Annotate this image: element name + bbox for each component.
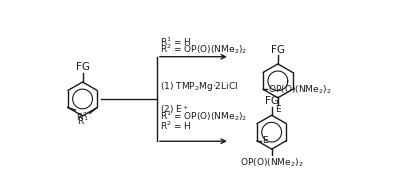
Text: R$^2$: R$^2$: [76, 111, 88, 123]
Text: OP(O)(NMe$_2$)$_2$: OP(O)(NMe$_2$)$_2$: [268, 83, 332, 96]
Text: FG: FG: [271, 45, 285, 55]
Text: FG: FG: [76, 62, 90, 72]
Text: OP(O)(NMe$_2$)$_2$: OP(O)(NMe$_2$)$_2$: [240, 156, 304, 169]
Text: (1) TMP$_2$Mg⋅2LiCl: (1) TMP$_2$Mg⋅2LiCl: [160, 80, 238, 93]
Text: R$^2$ = H: R$^2$ = H: [160, 120, 192, 132]
Text: (2) E$^+$: (2) E$^+$: [160, 103, 189, 116]
Text: FG: FG: [265, 96, 279, 106]
Text: R$^2$ = OP(O)(NMe$_2$)$_2$: R$^2$ = OP(O)(NMe$_2$)$_2$: [160, 42, 248, 56]
Text: E: E: [262, 136, 268, 145]
Text: E: E: [275, 105, 281, 114]
Text: R$^1$: R$^1$: [77, 114, 89, 127]
Text: R$^1$ = OP(O)(NMe$_2$)$_2$: R$^1$ = OP(O)(NMe$_2$)$_2$: [160, 109, 248, 123]
Text: R$^1$ = H: R$^1$ = H: [160, 35, 192, 48]
